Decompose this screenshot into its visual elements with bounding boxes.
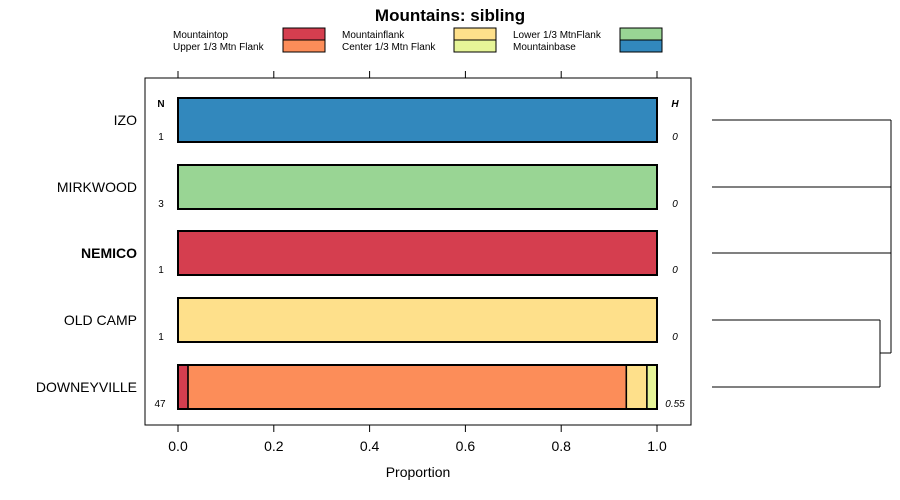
category-label-izo: IZO bbox=[114, 112, 137, 128]
bar-outline-downeyville bbox=[177, 364, 658, 410]
legend-swatch-lower-1-3-mtnflank bbox=[619, 27, 663, 41]
h-labels: 0 0 0 0 0.55 bbox=[665, 132, 685, 410]
legend-label-center-1-3-mtn-flank: Center 1/3 Mtn Flank bbox=[342, 42, 436, 53]
category-labels: IZO MIRKWOOD NEMICO OLD CAMP DOWNEYVILLE bbox=[36, 112, 137, 395]
bar-segment-downeyville-center-1-3-mtn-flank bbox=[646, 364, 658, 410]
h-value-nemico: 0 bbox=[672, 265, 678, 276]
dendrogram bbox=[712, 119, 892, 388]
bar-outline-old-camp bbox=[177, 297, 658, 343]
category-label-nemico: NEMICO bbox=[81, 245, 137, 261]
bar-segment-old-camp-mountainflank bbox=[177, 297, 658, 343]
n-value-mirkwood: 3 bbox=[158, 199, 164, 210]
x-axis-title: Proportion bbox=[386, 464, 451, 480]
x-tick-label: 0.8 bbox=[551, 438, 571, 454]
legend-label-upper-1-3-mtn-flank: Upper 1/3 Mtn Flank bbox=[173, 42, 265, 53]
legend-label-mountainflank: Mountainflank bbox=[342, 30, 405, 41]
x-tick-label: 0.2 bbox=[264, 438, 284, 454]
legend-swatch-mountaintop bbox=[282, 27, 326, 41]
bar-segment-izo-mountainbase bbox=[177, 97, 658, 143]
chart-title: Mountains: sibling bbox=[375, 6, 525, 25]
bars bbox=[177, 97, 658, 410]
legend-swatch-center-1-3-mtn-flank bbox=[453, 39, 497, 53]
h-column-header: H bbox=[671, 99, 679, 110]
bar-segment-downeyville-mountaintop bbox=[177, 364, 189, 410]
n-column-header: N bbox=[157, 99, 164, 110]
bar-segment-mirkwood-lower-1-3-mtnflank bbox=[177, 164, 658, 210]
category-label-old-camp: OLD CAMP bbox=[64, 312, 137, 328]
bar-segment-nemico-mountaintop bbox=[177, 230, 658, 276]
x-tick-label: 0.0 bbox=[168, 438, 188, 454]
legend-label-lower-1-3-mtnflank: Lower 1/3 MtnFlank bbox=[513, 30, 602, 41]
legend-swatch-mountainbase bbox=[619, 39, 663, 53]
bar-segment-downeyville-upper-1-3-mtn-flank bbox=[187, 364, 628, 410]
x-tick-label: 1.0 bbox=[647, 438, 667, 454]
category-label-mirkwood: MIRKWOOD bbox=[57, 179, 137, 195]
x-tick-label: 0.4 bbox=[360, 438, 380, 454]
legend-label-mountaintop: Mountaintop bbox=[173, 30, 228, 41]
h-value-izo: 0 bbox=[672, 132, 678, 143]
n-value-nemico: 1 bbox=[158, 265, 164, 276]
x-tick-label: 0.6 bbox=[456, 438, 476, 454]
x-axis: 0.0 0.2 0.4 0.6 0.8 1.0 bbox=[168, 71, 667, 454]
h-value-mirkwood: 0 bbox=[672, 199, 678, 210]
n-labels: 1 3 1 1 47 bbox=[154, 132, 166, 410]
n-value-old-camp: 1 bbox=[158, 332, 164, 343]
n-value-izo: 1 bbox=[158, 132, 164, 143]
bar-segment-downeyville-mountainflank bbox=[625, 364, 648, 410]
bar-outline-mirkwood bbox=[177, 164, 658, 210]
h-value-old-camp: 0 bbox=[672, 332, 678, 343]
legend-swatch-upper-1-3-mtn-flank bbox=[282, 39, 326, 53]
n-value-downeyville: 47 bbox=[154, 399, 166, 410]
legend-label-mountainbase: Mountainbase bbox=[513, 42, 576, 53]
plot-frame bbox=[144, 77, 692, 426]
category-label-downeyville: DOWNEYVILLE bbox=[36, 379, 137, 395]
bar-outline-nemico bbox=[177, 230, 658, 276]
h-value-downeyville: 0.55 bbox=[665, 399, 685, 410]
legend-swatch-mountainflank bbox=[453, 27, 497, 41]
bar-outline-izo bbox=[177, 97, 658, 143]
